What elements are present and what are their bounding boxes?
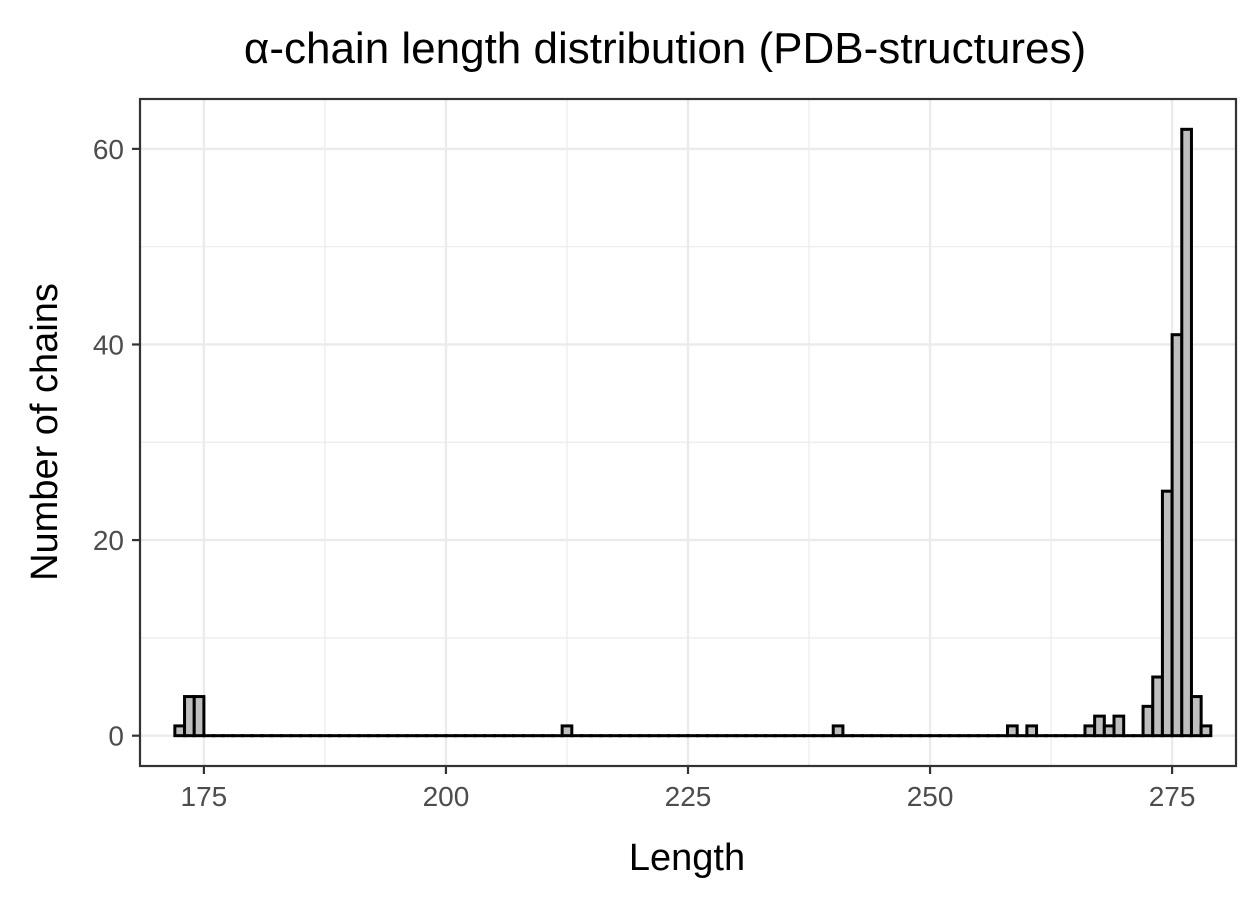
x-axis-title: Length bbox=[629, 837, 745, 879]
y-axis-title: Number of chains bbox=[24, 283, 66, 581]
x-tick-label: 225 bbox=[665, 781, 712, 812]
histogram-bar bbox=[1112, 714, 1126, 738]
chart-title: α-chain length distribution (PDB-structu… bbox=[244, 24, 1086, 73]
histogram-bar bbox=[1180, 127, 1193, 738]
y-tick-label: 20 bbox=[93, 525, 124, 556]
x-tick-label: 250 bbox=[907, 781, 954, 812]
x-tick-label: 175 bbox=[181, 781, 228, 812]
histogram-bar bbox=[192, 695, 206, 738]
axes-layer: 175 200 225 250 275 0 20 40 60 bbox=[93, 134, 1196, 812]
grid-layer bbox=[140, 99, 1236, 766]
y-tick-label: 40 bbox=[93, 329, 124, 360]
histogram-bar bbox=[560, 724, 574, 738]
x-tick-label: 200 bbox=[423, 781, 470, 812]
bars-layer bbox=[173, 127, 1213, 738]
histogram-bar bbox=[1199, 724, 1213, 738]
y-tick-label: 60 bbox=[93, 134, 124, 165]
histogram-bar bbox=[1006, 724, 1019, 738]
x-tick-label: 275 bbox=[1149, 781, 1196, 812]
histogram-bar bbox=[1025, 724, 1039, 738]
histogram-bar bbox=[831, 724, 845, 738]
histogram-bar bbox=[1189, 695, 1203, 738]
y-tick-label: 0 bbox=[108, 721, 124, 752]
